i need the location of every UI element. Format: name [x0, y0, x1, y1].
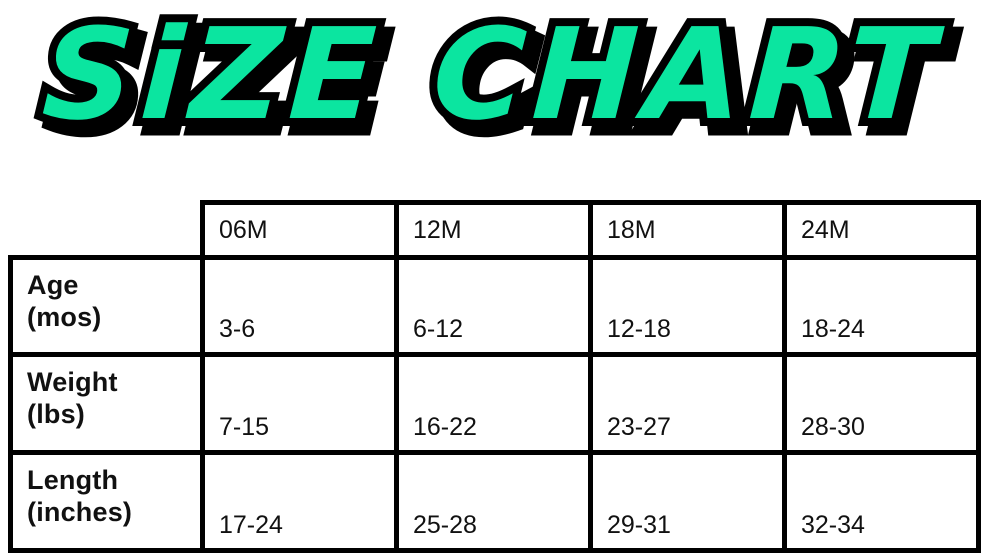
row-label-weight-name: Weight: [27, 367, 118, 398]
cell-length-06m: 17-24: [200, 450, 399, 553]
column-header-24m: 24M: [782, 200, 981, 260]
row-label-length-name: Length: [27, 465, 119, 496]
column-header-06m: 06M: [200, 200, 399, 260]
size-chart: 06M 12M 18M 24M Age (mos) 3-6 6-12 12-18…: [8, 200, 981, 553]
title-fill-layer: SiZE CHART: [39, 1, 945, 148]
cell-age-06m: 3-6: [200, 254, 399, 358]
cell-length-18m: 29-31: [588, 450, 787, 553]
row-label-age-name: Age: [27, 269, 79, 300]
table-row: Weight (lbs) 7-15 16-22 23-27 28-30: [8, 352, 981, 456]
cell-length-12m: 25-28: [394, 450, 593, 553]
column-header-18m: 18M: [588, 200, 787, 260]
cell-weight-06m: 7-15: [200, 352, 399, 456]
row-label-age: Age (mos): [8, 254, 205, 358]
page-title: SiZE CHART SiZE CHART SiZE CHART: [0, 0, 984, 166]
cell-age-24m: 18-24: [782, 254, 981, 358]
table-row: Age (mos) 3-6 6-12 12-18 18-24: [8, 254, 981, 358]
row-label-weight: Weight (lbs): [8, 352, 205, 456]
cell-weight-18m: 23-27: [588, 352, 787, 456]
size-chart-table: 06M 12M 18M 24M Age (mos) 3-6 6-12 12-18…: [8, 200, 981, 553]
row-label-age-unit: (mos): [27, 301, 102, 332]
table-corner-cell: [11, 203, 203, 258]
cell-weight-12m: 16-22: [394, 352, 593, 456]
row-label-weight-unit: (lbs): [27, 399, 85, 430]
cell-weight-24m: 28-30: [782, 352, 981, 456]
title-stack: SiZE CHART SiZE CHART SiZE CHART: [12, 0, 972, 166]
table-header-row: 06M 12M 18M 24M: [11, 200, 981, 260]
table-row: Length (inches) 17-24 25-28 29-31 32-34: [8, 450, 981, 553]
cell-age-12m: 6-12: [394, 254, 593, 358]
cell-length-24m: 32-34: [782, 450, 981, 553]
column-header-12m: 12M: [394, 200, 593, 260]
cell-age-18m: 12-18: [588, 254, 787, 358]
row-label-length: Length (inches): [8, 450, 205, 553]
row-label-length-unit: (inches): [27, 497, 133, 528]
